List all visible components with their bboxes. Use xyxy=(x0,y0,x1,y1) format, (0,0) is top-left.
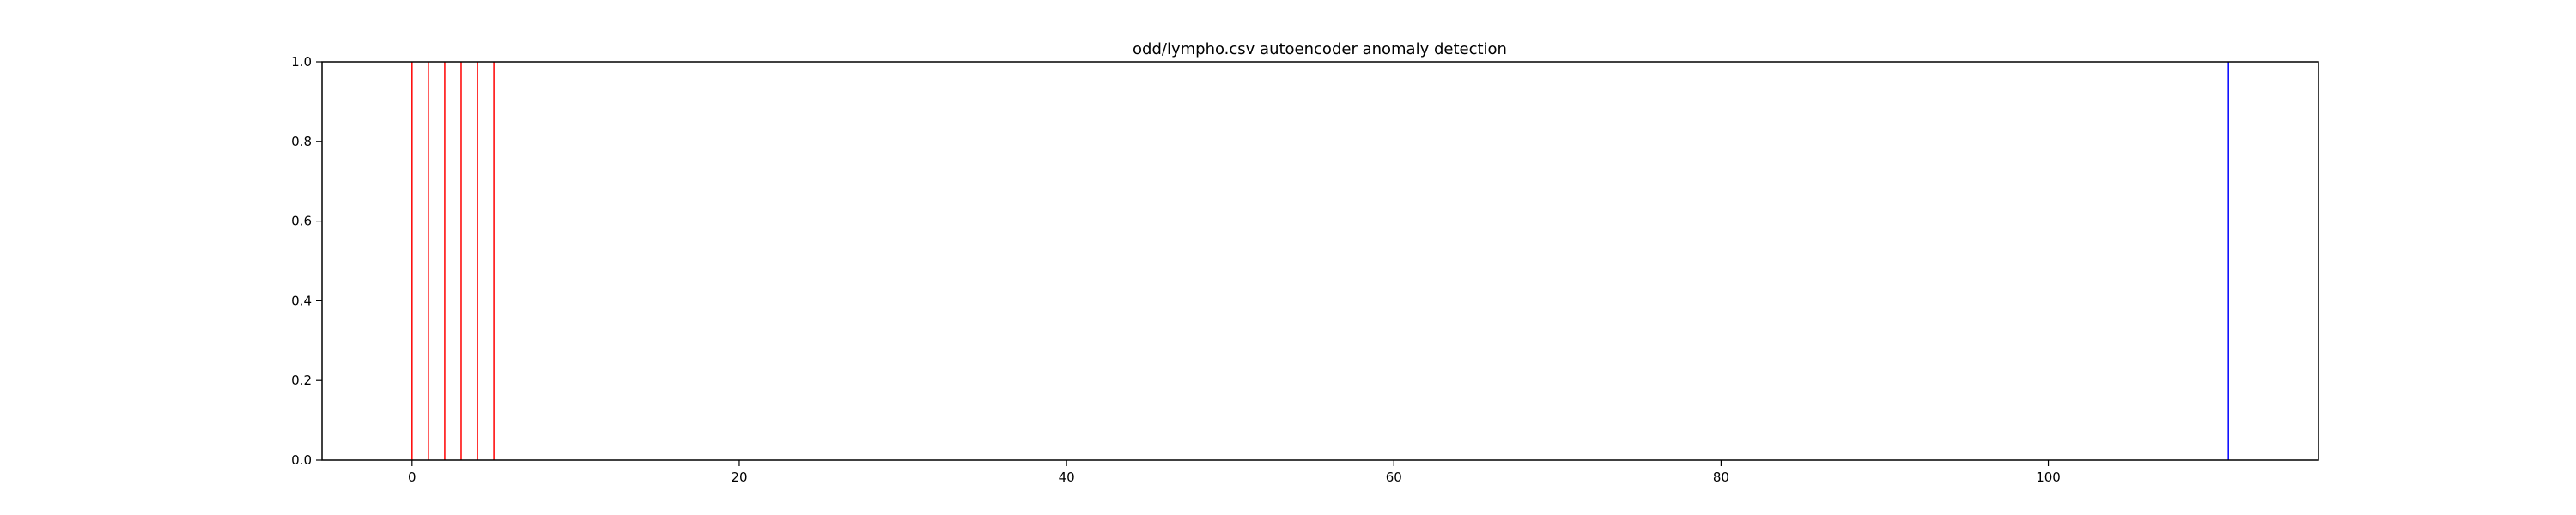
y-tick-label: 1.0 xyxy=(291,54,312,70)
y-tick-label: 0.0 xyxy=(291,452,312,468)
x-axis: 0 20 40 60 80 100 xyxy=(408,460,2061,485)
x-tick-label: 80 xyxy=(1713,470,1729,485)
y-tick-label: 0.8 xyxy=(291,134,312,149)
x-tick-label: 20 xyxy=(731,470,747,485)
x-tick-label: 60 xyxy=(1386,470,1402,485)
plot-marks xyxy=(411,62,2229,460)
chart-title: odd/lympho.csv autoencoder anomaly detec… xyxy=(1133,40,1507,58)
y-axis: 0.0 0.2 0.4 0.6 0.8 1.0 xyxy=(291,54,322,468)
x-tick-label: 100 xyxy=(2036,470,2061,485)
y-tick-label: 0.4 xyxy=(291,293,312,308)
y-tick-label: 0.2 xyxy=(291,373,312,388)
plot-area-frame xyxy=(321,61,2319,461)
y-tick-label: 0.6 xyxy=(291,214,312,229)
x-tick-label: 40 xyxy=(1059,470,1075,485)
x-tick-label: 0 xyxy=(408,470,416,485)
